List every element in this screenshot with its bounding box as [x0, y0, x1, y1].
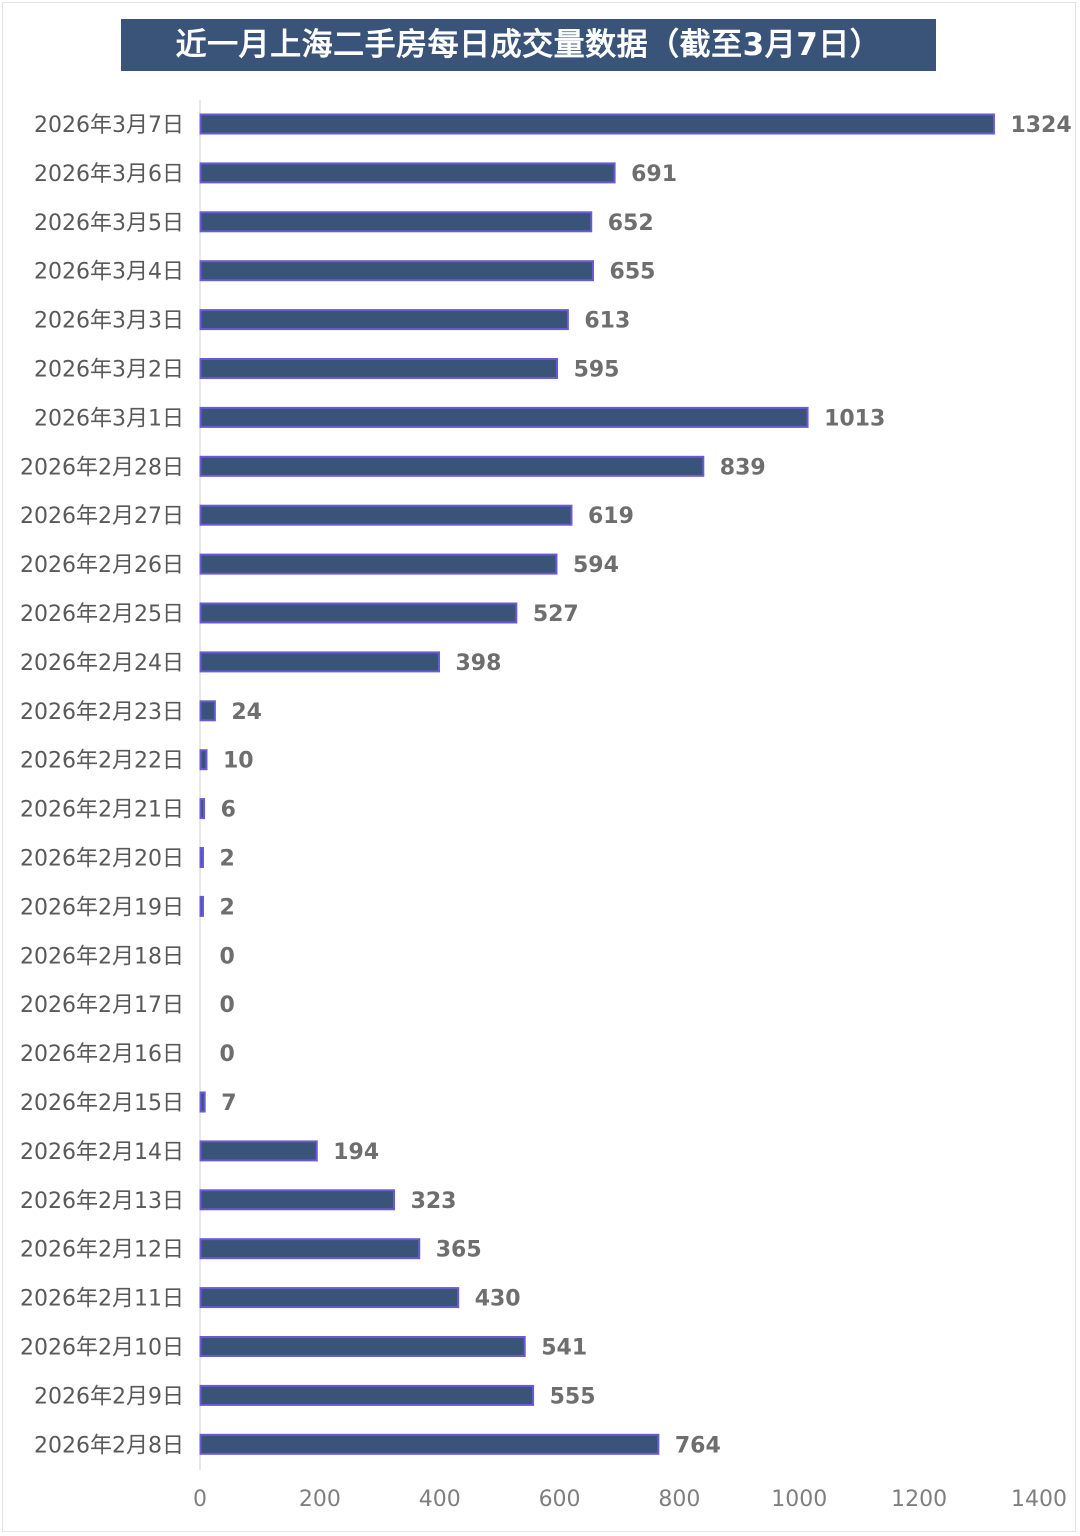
category-label: 2026年2月26日 — [20, 553, 184, 578]
category-label: 2026年2月14日 — [20, 1140, 184, 1165]
data-label: 194 — [333, 1140, 379, 1165]
category-label: 2026年2月22日 — [20, 749, 184, 774]
category-label: 2026年2月19日 — [20, 895, 184, 920]
category-label: 2026年2月17日 — [20, 993, 184, 1018]
bar — [199, 1287, 460, 1309]
category-label: 2026年3月2日 — [34, 358, 184, 383]
bar — [199, 1384, 535, 1406]
data-label: 430 — [475, 1287, 521, 1312]
category-label: 2026年2月24日 — [20, 651, 184, 676]
category-label: 2026年2月23日 — [20, 700, 184, 725]
bar — [199, 1189, 396, 1211]
bar — [199, 1091, 206, 1113]
category-label: 2026年2月27日 — [20, 504, 184, 529]
bar — [199, 847, 204, 868]
data-label: 1324 — [1010, 113, 1071, 138]
bar — [199, 895, 204, 917]
bar — [199, 1433, 660, 1455]
bar — [199, 1140, 318, 1162]
category-label: 2026年3月6日 — [34, 162, 184, 187]
category-label: 2026年3月4日 — [34, 260, 184, 285]
bar — [199, 651, 441, 673]
bar — [199, 162, 616, 184]
bar — [199, 602, 518, 624]
data-label: 7 — [221, 1091, 236, 1116]
category-label: 2026年2月11日 — [20, 1287, 184, 1312]
bar — [199, 1238, 421, 1260]
category-label: 2026年2月15日 — [20, 1091, 184, 1116]
x-tick-label: 1200 — [891, 1487, 947, 1512]
data-label: 0 — [220, 993, 235, 1018]
bar — [199, 406, 809, 428]
data-label: 619 — [588, 504, 634, 529]
category-label: 2026年2月10日 — [20, 1336, 184, 1361]
bar — [199, 1336, 526, 1357]
bar — [199, 455, 705, 477]
data-label: 541 — [541, 1336, 587, 1361]
bar — [199, 553, 558, 575]
bar — [199, 749, 208, 771]
data-label: 2 — [220, 847, 235, 872]
data-label: 655 — [610, 260, 656, 285]
data-label: 24 — [231, 700, 262, 725]
data-label: 6 — [221, 798, 236, 823]
category-label: 2026年3月7日 — [34, 113, 184, 138]
x-tick-label: 200 — [299, 1487, 341, 1512]
x-tick-label: 600 — [539, 1487, 581, 1512]
category-label: 2026年3月1日 — [34, 406, 184, 431]
data-label: 1013 — [824, 406, 885, 431]
data-label: 323 — [411, 1189, 457, 1214]
bar — [199, 700, 216, 722]
category-label: 2026年2月8日 — [34, 1433, 184, 1458]
bar — [199, 504, 573, 526]
x-tick-label: 800 — [658, 1487, 700, 1512]
bar — [199, 309, 569, 331]
data-label: 527 — [533, 602, 579, 627]
bar — [199, 113, 995, 135]
category-label: 2026年2月18日 — [20, 944, 184, 969]
category-label: 2026年2月21日 — [20, 798, 184, 823]
data-label: 691 — [631, 162, 677, 187]
x-tick-label: 0 — [193, 1487, 207, 1512]
category-label: 2026年3月5日 — [34, 211, 184, 236]
bar — [199, 798, 206, 820]
chart-title: 近一月上海二手房每日成交量数据（截至3月7日） — [121, 19, 936, 71]
category-label: 2026年2月25日 — [20, 602, 184, 627]
data-label: 594 — [573, 553, 619, 578]
category-label: 2026年2月28日 — [20, 455, 184, 480]
bar — [199, 358, 559, 379]
category-label: 2026年2月12日 — [20, 1238, 184, 1263]
data-label: 10 — [223, 749, 254, 774]
category-label: 2026年2月16日 — [20, 1042, 184, 1067]
x-tick-label: 1000 — [771, 1487, 827, 1512]
data-label: 613 — [584, 309, 630, 334]
category-label: 2026年2月13日 — [20, 1189, 184, 1214]
data-label: 595 — [574, 358, 620, 383]
data-label: 398 — [456, 651, 502, 676]
data-label: 652 — [608, 211, 654, 236]
data-label: 839 — [720, 455, 766, 480]
category-label: 2026年2月20日 — [20, 847, 184, 872]
data-label: 2 — [220, 895, 235, 920]
data-label: 764 — [675, 1433, 721, 1458]
bar — [199, 211, 593, 233]
category-label: 2026年2月9日 — [34, 1384, 184, 1409]
data-label: 365 — [436, 1238, 482, 1263]
bar — [199, 260, 595, 282]
x-tick-label: 400 — [419, 1487, 461, 1512]
x-tick-label: 1400 — [1011, 1487, 1067, 1512]
category-label: 2026年3月3日 — [34, 309, 184, 334]
data-label: 555 — [550, 1384, 596, 1409]
data-label: 0 — [220, 944, 235, 969]
data-label: 0 — [220, 1042, 235, 1067]
